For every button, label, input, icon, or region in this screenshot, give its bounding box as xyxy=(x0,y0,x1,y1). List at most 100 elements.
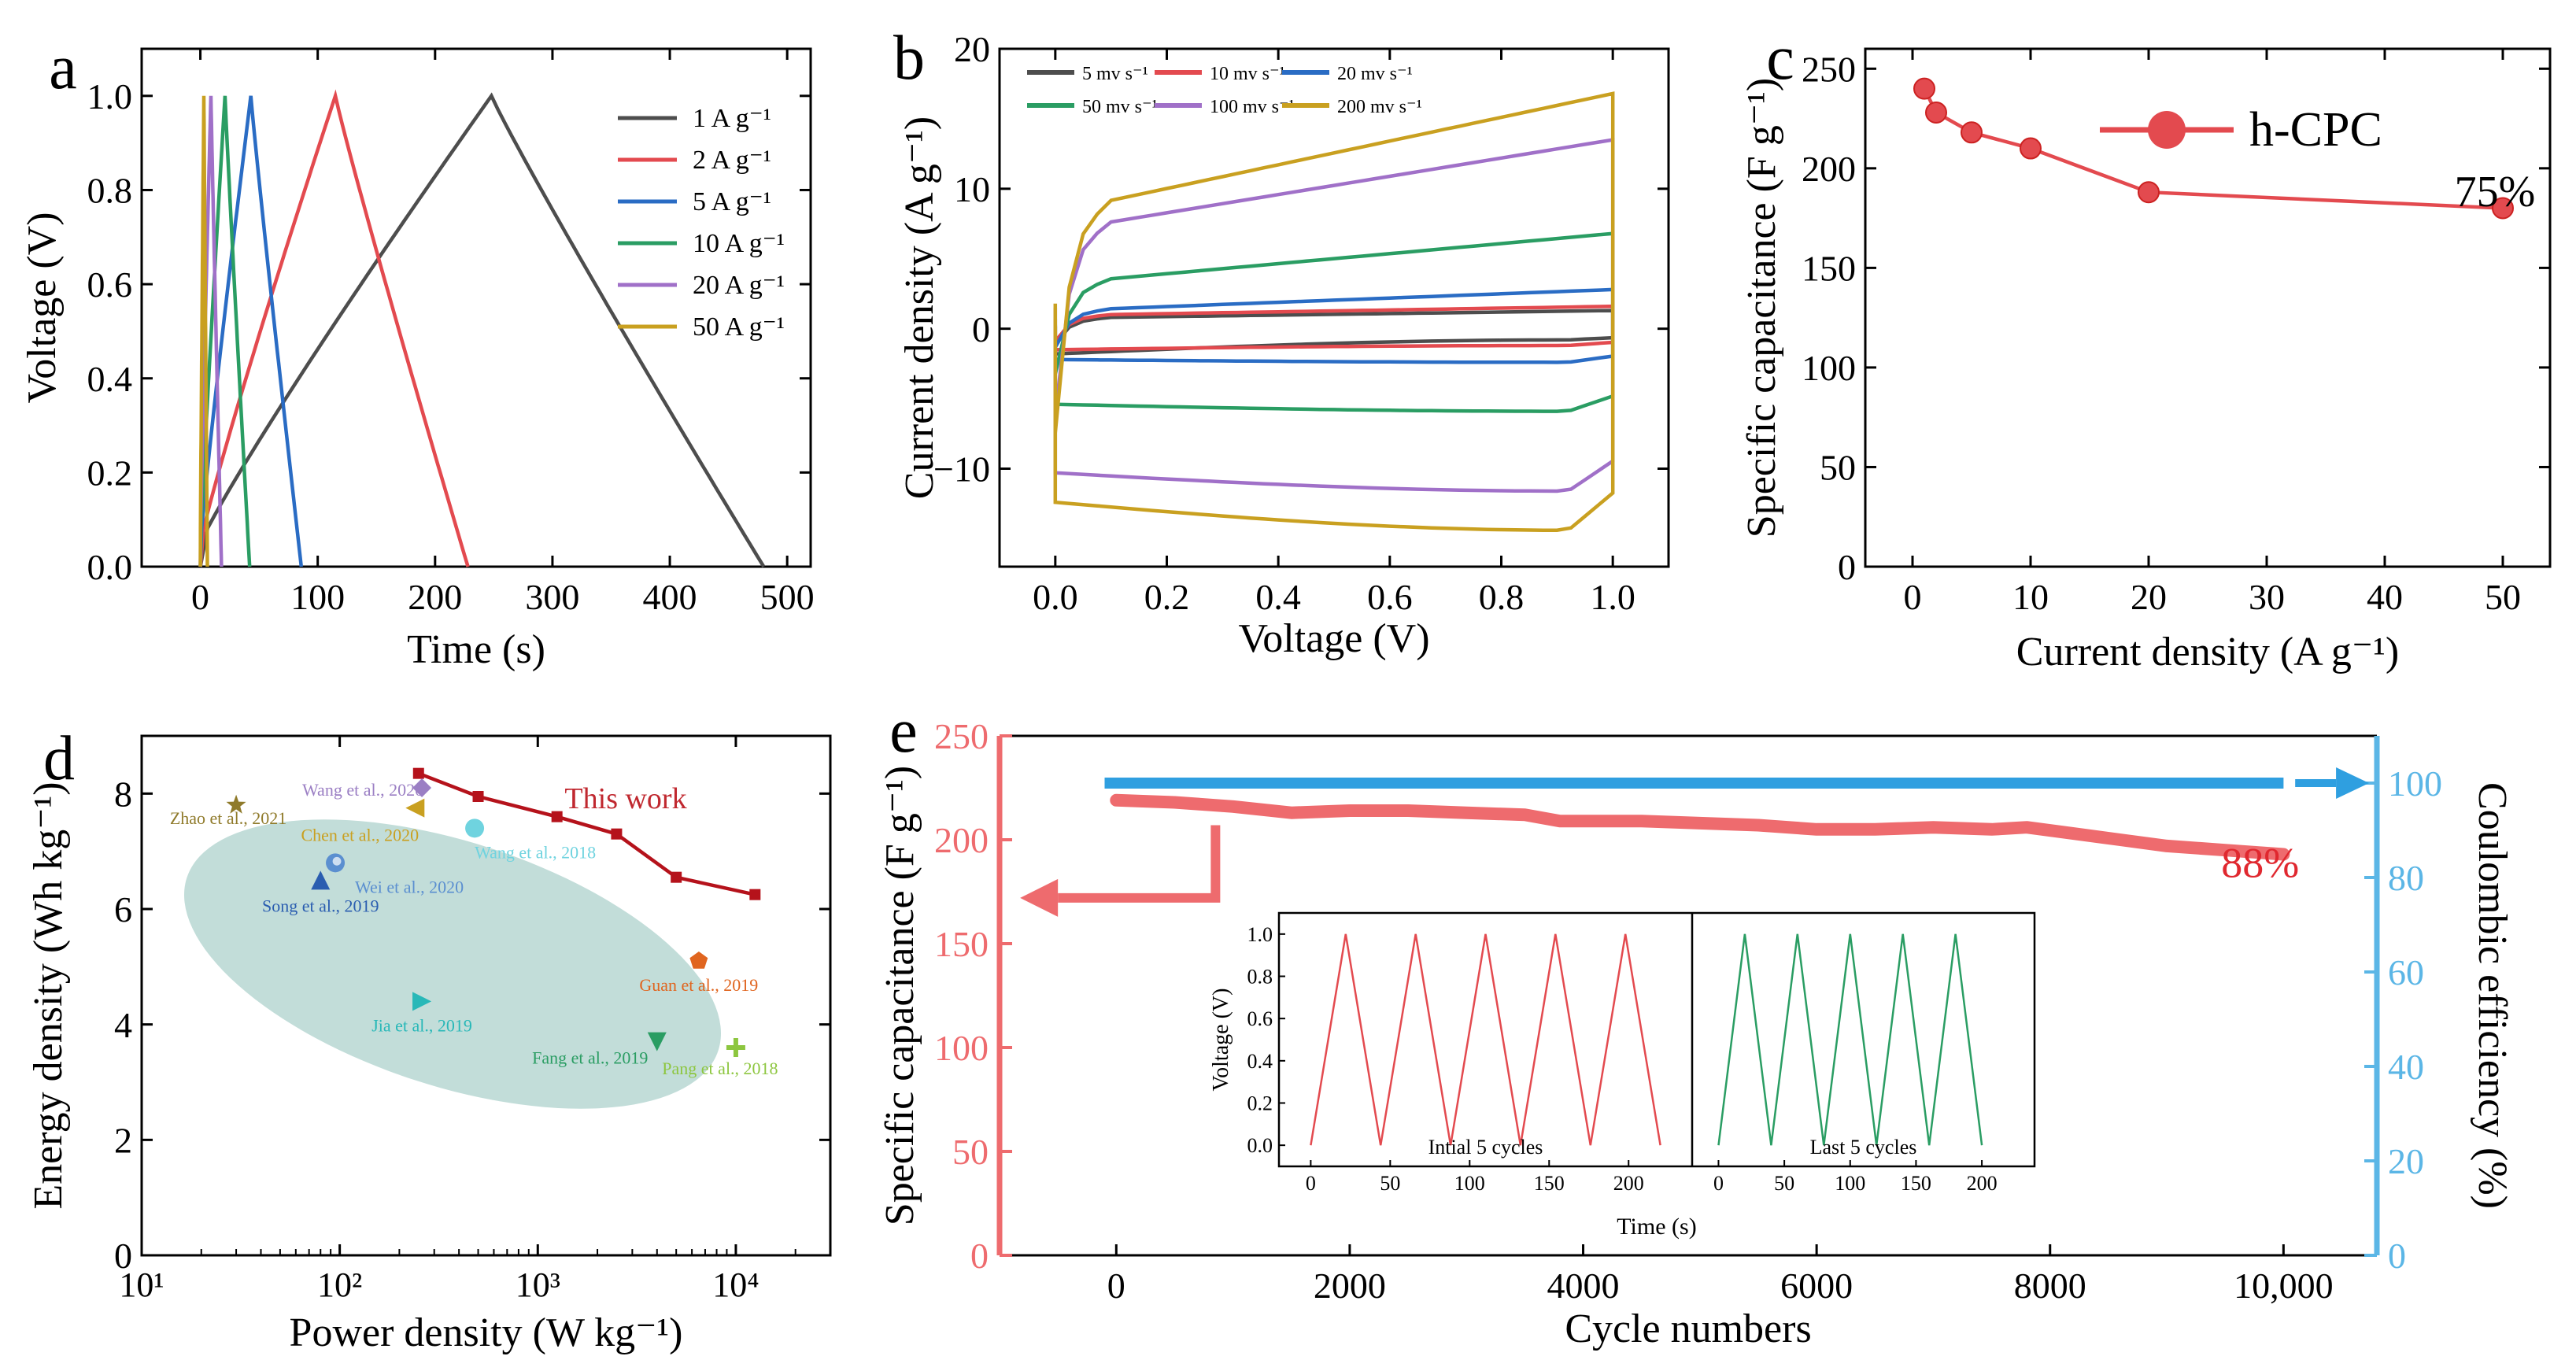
b-xtick-label: 1.0 xyxy=(1590,577,1635,617)
c-annotation: 75% xyxy=(2455,168,2536,216)
a-series-line xyxy=(198,95,209,567)
c-ylabel: Specific capacitance (F g⁻¹) xyxy=(1739,78,1784,538)
d-ytick-label: 2 xyxy=(114,1120,132,1160)
c-xtick-label: 0 xyxy=(1904,577,1922,617)
c-ytick-label: 50 xyxy=(1820,448,1856,488)
d-this-work-point xyxy=(671,871,682,883)
d-ylabel: Energy density (Wh kg⁻¹) xyxy=(26,782,71,1209)
e-inset-xlabel: Time (s) xyxy=(1617,1214,1696,1240)
a-legend-label: 10 A g⁻¹ xyxy=(693,229,785,258)
e-y2tick-label: 40 xyxy=(2388,1047,2424,1087)
c-ytick-label: 250 xyxy=(1802,49,1856,89)
e-inset-gcd-line xyxy=(1717,933,1983,1146)
b-ytick-label: 20 xyxy=(954,29,990,69)
e-xlabel: Cycle numbers xyxy=(1565,1306,1811,1351)
panel-b: b 0.0 0.2 0.4 0.6 0.8 1.0 −10 0 10 20 Voltage (V) Cu… xyxy=(893,24,1670,661)
a-xtick-label: 500 xyxy=(760,577,815,617)
e-inset-xtick-label: 0 xyxy=(1306,1172,1316,1195)
d-ytick-label: 8 xyxy=(114,774,132,814)
e-inset-ytick-label: 1.0 xyxy=(1247,923,1273,946)
e-ytick-label: 50 xyxy=(952,1132,989,1172)
d-ref-label: Pang et al., 2018 xyxy=(662,1059,778,1078)
e-xtick-label: 0 xyxy=(1107,1266,1125,1306)
a-series-line xyxy=(198,95,252,567)
e-inset-xtick-label: 200 xyxy=(1613,1172,1644,1195)
e-xtick-label: 10,000 xyxy=(2234,1266,2334,1306)
plot-frame xyxy=(1864,47,2552,568)
d-ref-label: Zhao et al., 2021 xyxy=(170,808,286,828)
panel-label-c: c xyxy=(1766,24,1794,93)
e-inset-xtick-label: 0 xyxy=(1713,1172,1724,1195)
a-legend-label: 20 A g⁻¹ xyxy=(693,271,785,300)
panel-label-e: e xyxy=(889,697,918,766)
c-ytick-label: 100 xyxy=(1802,348,1856,388)
panel-c: c 0 10 20 30 40 50 0 50 100 150 200 250 Current densi… xyxy=(1739,24,2552,674)
e-ylabel: Specific capacitance (F g⁻¹) xyxy=(878,766,922,1225)
d-ref-marker xyxy=(226,794,246,814)
a-series-line xyxy=(198,92,766,568)
plot-frame xyxy=(140,47,812,568)
a-series-line xyxy=(198,95,224,567)
panel-a: a 0 100 200 300 400 500 0.0 0.2 0.4 0.6 0.8 1.0 Time … xyxy=(20,33,815,672)
e-inset-xtick-label: 100 xyxy=(1835,1172,1865,1195)
d-ref-label: Wei et al., 2020 xyxy=(355,877,464,896)
d-ref-label: Jia et al., 2019 xyxy=(371,1015,472,1035)
c-xtick-label: 20 xyxy=(2131,577,2167,617)
e-ytick-label: 250 xyxy=(934,716,989,756)
d-this-work-point xyxy=(749,889,761,900)
d-this-work-line xyxy=(417,771,756,896)
d-this-work-point xyxy=(551,811,563,822)
c-series-line xyxy=(1922,87,2504,210)
b-xlabel: Voltage (V) xyxy=(1238,616,1429,661)
d-this-work-point xyxy=(472,791,484,802)
c-data-point xyxy=(1925,101,1947,124)
b-legend-label: 50 mv s⁻¹ xyxy=(1082,97,1158,117)
e-ytick-label: 150 xyxy=(934,924,989,964)
a-xlabel: Time (s) xyxy=(407,627,545,672)
e-efficiency-arrow-head xyxy=(2336,767,2370,799)
a-legend-label: 2 A g⁻¹ xyxy=(693,146,771,175)
c-legend-swatch-marker xyxy=(2148,111,2186,149)
plot-frame xyxy=(140,734,832,1257)
d-this-work-point xyxy=(412,767,424,779)
e-inset-xtick-label: 100 xyxy=(1454,1172,1485,1195)
b-legend-label: 100 mv s⁻¹ xyxy=(1210,97,1295,117)
d-ref-marker xyxy=(647,1032,667,1051)
b-xtick-label: 0.8 xyxy=(1479,577,1525,617)
e-inset-panel-label: Intial 5 cycles xyxy=(1428,1136,1543,1159)
d-ref-marker xyxy=(311,870,331,890)
b-legend-label: 10 mv s⁻¹ xyxy=(1210,64,1285,84)
d-this-work-point xyxy=(611,828,623,840)
panel-label-d: d xyxy=(43,724,75,793)
d-xtick-label: 10³ xyxy=(516,1266,560,1304)
c-data-point xyxy=(2020,137,2042,160)
d-ref-marker xyxy=(412,992,432,1011)
b-ytick-label: 0 xyxy=(972,309,990,349)
e-y2tick-label: 60 xyxy=(2388,952,2424,992)
a-ytick-label: 0.0 xyxy=(87,547,133,587)
d-xlabel: Power density (W kg⁻¹) xyxy=(290,1310,683,1355)
b-legend-label: 20 mv s⁻¹ xyxy=(1337,64,1413,84)
b-ytick-label: 10 xyxy=(954,169,990,209)
d-ytick-label: 6 xyxy=(114,889,132,929)
e-capacitance-arrow-shaft xyxy=(1058,825,1221,903)
d-ytick-label: 0 xyxy=(114,1236,132,1276)
e-ytick-label: 200 xyxy=(934,820,989,860)
e-xtick-label: 4000 xyxy=(1547,1266,1620,1306)
d-ref-label: Guan et al., 2019 xyxy=(639,975,758,995)
b-xtick-label: 0.6 xyxy=(1367,577,1413,617)
e-y2tick-label: 80 xyxy=(2388,858,2424,898)
e-inset-gcd-line xyxy=(1310,933,1661,1146)
b-cv-loop xyxy=(1053,91,1615,532)
panel-label-b: b xyxy=(893,24,925,93)
a-legend-label: 1 A g⁻¹ xyxy=(693,104,771,133)
e-xtick-label: 8000 xyxy=(2014,1266,2086,1306)
e-y2tick-label: 100 xyxy=(2388,763,2442,804)
b-ylabel: Current density (A g⁻¹) xyxy=(897,116,942,499)
e-inset-xtick-label: 150 xyxy=(1901,1172,1931,1195)
a-ytick-label: 0.6 xyxy=(87,264,133,305)
e-annotation: 88% xyxy=(2221,840,2299,887)
c-data-point xyxy=(2492,197,2514,220)
d-ref-marker xyxy=(405,798,425,818)
